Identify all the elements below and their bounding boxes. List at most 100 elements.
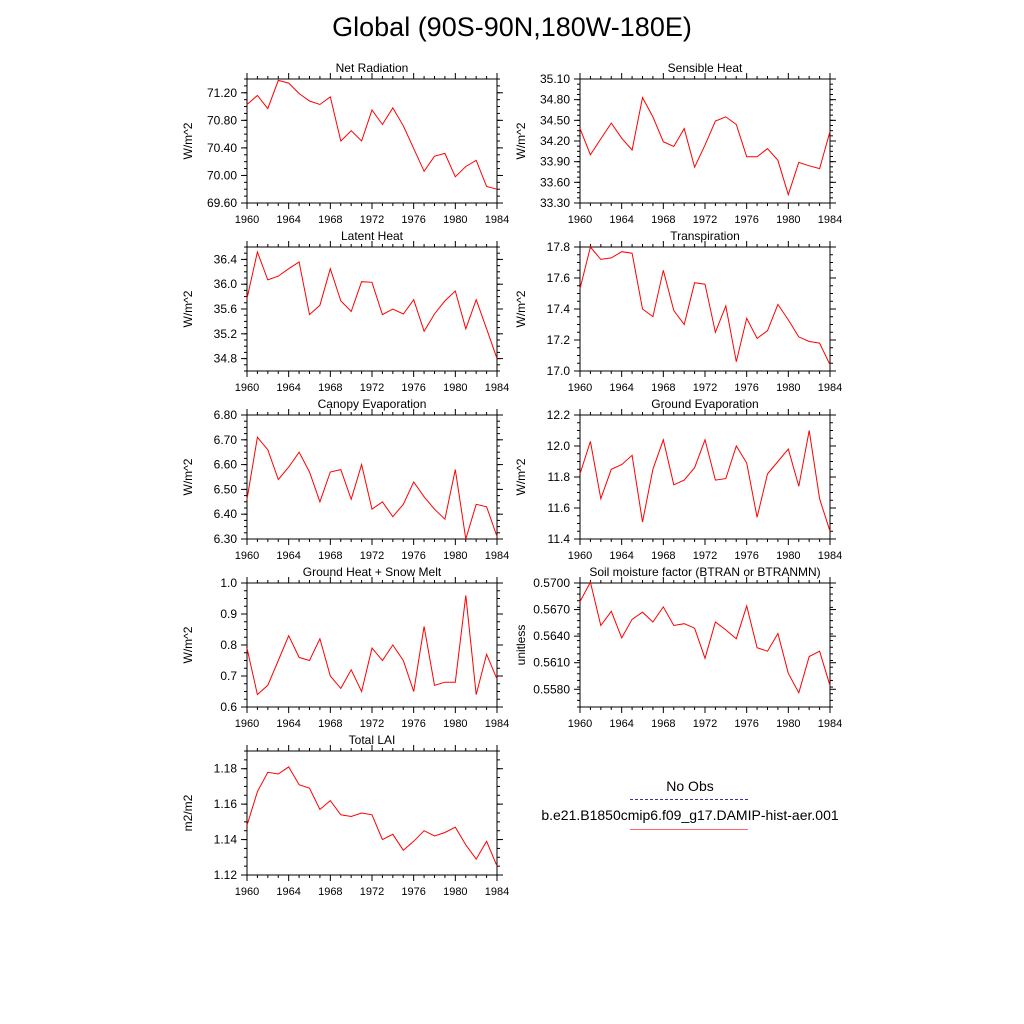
x-tick-label: 1964 [276,214,300,226]
y-tick-label: 6.70 [214,433,238,447]
x-tick-label: 1976 [734,718,758,730]
x-tick-label: 1968 [651,550,675,562]
plot-frame [246,78,498,204]
x-tick-label: 1964 [276,886,300,898]
y-tick-label: 17.2 [547,333,571,347]
y-tick-label: 69.60 [207,196,237,210]
x-tick-label: 1984 [485,382,509,394]
x-tick-label: 1976 [401,550,425,562]
x-tick-label: 1960 [568,718,592,730]
y-tick-label: 17.8 [547,240,571,254]
y-tick-label: 12.0 [547,439,571,453]
x-tick-label: 1964 [609,718,633,730]
y-tick-label: 1.12 [214,868,238,882]
plot-frame [579,246,831,372]
x-tick-label: 1968 [318,718,342,730]
y-tick-label: 0.5670 [533,603,570,617]
x-tick-label: 1968 [318,382,342,394]
y-tick-label: 0.5580 [533,682,570,696]
x-tick-label: 1960 [568,550,592,562]
plot-frame [246,246,498,372]
y-tick-label: 17.6 [547,271,571,285]
x-tick-label: 1976 [401,382,425,394]
y-tick-label: 36.4 [214,252,238,266]
x-tick-label: 1972 [360,382,384,394]
y-tick-label: 33.60 [540,175,570,189]
series-line [246,436,498,540]
x-tick-label: 1968 [318,214,342,226]
x-tick-label: 1968 [651,382,675,394]
y-tick-label: 17.0 [547,364,571,378]
y-tick-label: 0.8 [220,638,237,652]
y-axis-label: W/m^2 [181,626,195,663]
series-line [579,96,831,197]
x-tick-label: 1964 [276,550,300,562]
y-tick-label: 1.16 [214,797,238,811]
y-tick-label: 36.0 [214,277,238,291]
y-tick-label: 6.30 [214,532,238,546]
y-tick-label: 11.8 [548,470,571,484]
y-tick-label: 34.8 [214,352,238,366]
x-tick-label: 1980 [443,214,467,226]
y-axis-label: W/m^2 [181,290,195,327]
x-tick-label: 1984 [485,886,509,898]
y-tick-label: 71.20 [207,86,237,100]
y-tick-label: 1.14 [214,833,238,847]
x-tick-label: 1964 [609,214,633,226]
x-tick-label: 1972 [693,550,717,562]
x-tick-label: 1976 [401,886,425,898]
y-tick-label: 35.10 [540,72,570,86]
y-tick-label: 0.5700 [533,576,570,590]
panel-title: Ground Heat + Snow Melt [303,565,442,579]
x-tick-label: 1964 [609,382,633,394]
plot-frame [579,414,831,540]
panel-title: Total LAI [349,733,396,747]
x-tick-label: 1972 [693,382,717,394]
series-line [579,580,831,695]
y-tick-label: 35.2 [214,327,238,341]
x-tick-label: 1972 [360,214,384,226]
x-tick-label: 1972 [360,886,384,898]
panel-title: Ground Evaporation [651,397,758,411]
legend-obs-label: No Obs [666,778,714,794]
y-tick-label: 0.6 [220,700,237,714]
x-tick-label: 1984 [818,214,842,226]
x-tick-label: 1972 [360,718,384,730]
y-tick-label: 33.90 [540,155,570,169]
x-tick-label: 1984 [485,214,509,226]
plot-frame [246,414,498,540]
x-tick-label: 1980 [443,718,467,730]
x-tick-label: 1960 [235,214,259,226]
y-tick-label: 1.18 [214,762,238,776]
y-axis-label: unitless [514,625,528,666]
x-tick-label: 1960 [235,550,259,562]
page-title: Global (90S-90N,180W-180E) [332,12,692,42]
x-tick-label: 1964 [609,550,633,562]
x-tick-label: 1984 [818,550,842,562]
y-axis-label: W/m^2 [514,290,528,327]
y-tick-label: 70.00 [207,168,237,182]
panel-title: Net Radiation [336,61,409,75]
x-tick-label: 1976 [401,718,425,730]
x-tick-label: 1968 [651,214,675,226]
x-tick-label: 1972 [360,550,384,562]
x-tick-label: 1980 [776,214,800,226]
series-line [246,766,498,867]
y-axis-label: m2/m2 [181,794,195,831]
series-line [579,430,831,532]
y-axis-label: W/m^2 [181,122,195,159]
x-tick-label: 1984 [485,718,509,730]
x-tick-label: 1960 [235,382,259,394]
legend-model-label: b.e21.B1850cmip6.f09_g17.DAMIP-hist-aer.… [541,807,839,823]
x-tick-label: 1980 [443,382,467,394]
x-tick-label: 1984 [818,382,842,394]
y-tick-label: 12.2 [547,408,571,422]
panel-title: Soil moisture factor (BTRAN or BTRANMN) [589,565,820,579]
y-tick-label: 0.5640 [533,629,570,643]
y-tick-label: 34.80 [540,93,570,107]
x-tick-label: 1972 [693,214,717,226]
panel-title: Latent Heat [341,229,404,243]
series-line [246,250,498,359]
x-tick-label: 1968 [318,550,342,562]
